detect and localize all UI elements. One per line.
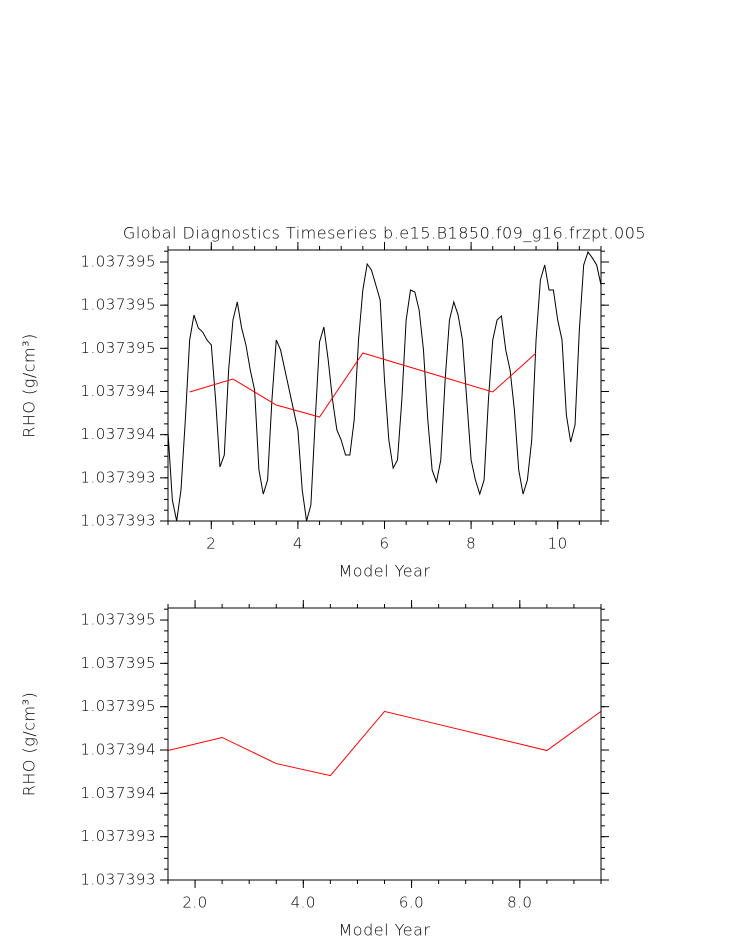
data-line: [189, 352, 537, 418]
x-tick-label: 8.0: [507, 894, 532, 912]
y-tick-label: 1.037395: [80, 697, 156, 715]
y-tick-label: 1.037395: [80, 611, 156, 629]
y-tick-label: 1.037394: [80, 784, 156, 802]
x-tick-label: 10: [548, 535, 568, 553]
plot-frame: [167, 607, 602, 881]
y-tick-label: 1.037394: [80, 382, 156, 400]
x-tick-label: 2: [206, 535, 216, 553]
x-axis-label: Model Year: [339, 562, 431, 581]
chart-title: Global Diagnostics Timeseries b.e15.B185…: [123, 224, 646, 243]
y-tick-label: 1.037393: [80, 871, 156, 889]
data-line: [167, 250, 602, 522]
x-tick-label: 2.0: [182, 894, 207, 912]
x-tick-label: 4: [293, 535, 303, 553]
y-tick-label: 1.037393: [80, 512, 156, 530]
x-tick-label: 8: [466, 535, 476, 553]
x-tick-label: 6: [379, 535, 389, 553]
y-axis-label: RHO (g/cm³): [20, 692, 39, 797]
y-tick-label: 1.037395: [80, 296, 156, 314]
y-tick-label: 1.037395: [80, 654, 156, 672]
x-tick-label: 6.0: [399, 894, 424, 912]
y-tick-label: 1.037394: [80, 741, 156, 759]
y-tick-label: 1.037395: [80, 339, 156, 357]
x-axis-label: Model Year: [339, 921, 431, 940]
x-tick-label: 4.0: [291, 894, 316, 912]
y-tick-label: 1.037394: [80, 425, 156, 443]
data-line: [167, 710, 602, 777]
y-tick-label: 1.037393: [80, 468, 156, 486]
y-tick-label: 1.037395: [80, 252, 156, 270]
y-tick-label: 1.037393: [80, 827, 156, 845]
y-axis-label: RHO (g/cm³): [20, 333, 39, 438]
plot-frame: [167, 249, 602, 522]
